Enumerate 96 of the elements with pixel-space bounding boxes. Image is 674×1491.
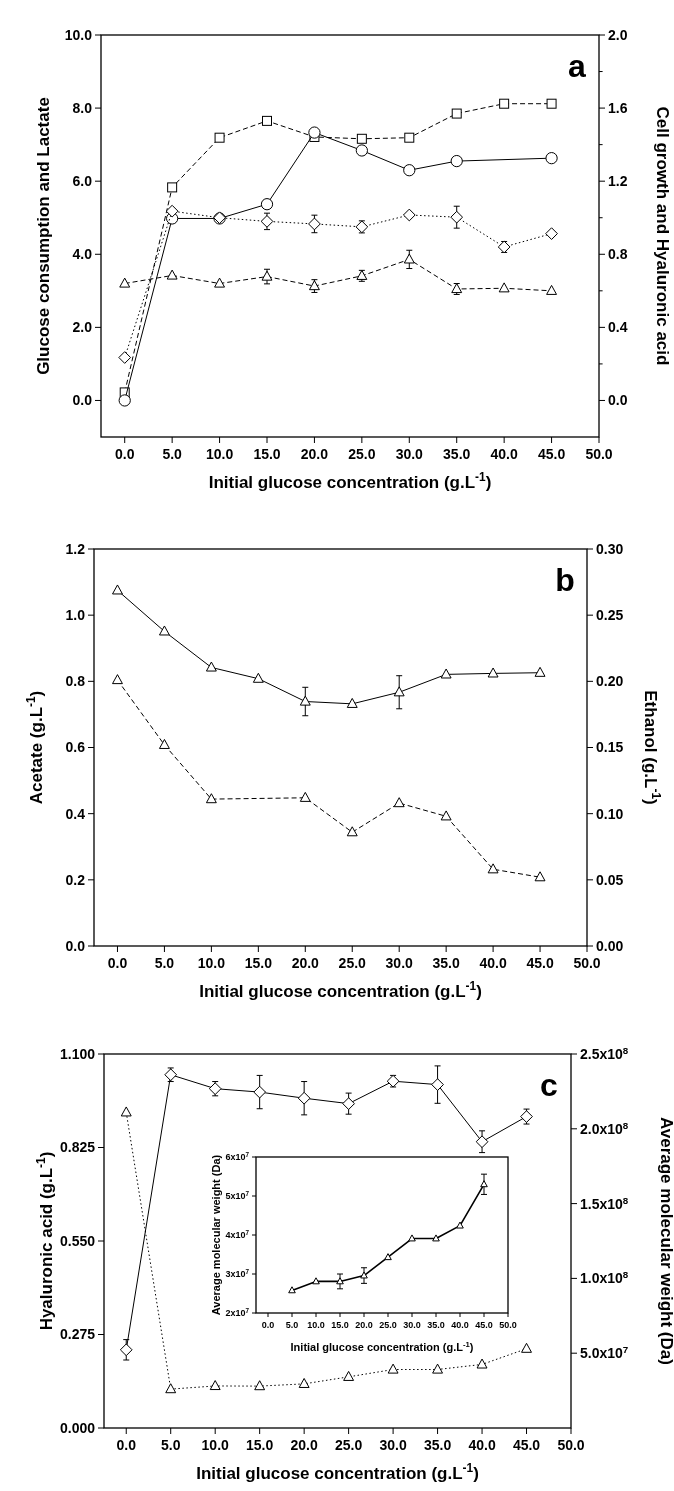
y-tick-label: 4.0 bbox=[72, 246, 93, 263]
x-tick-label: 5.0 bbox=[154, 955, 175, 971]
y-tick-label: 6x10$^{7}$ bbox=[225, 1150, 250, 1163]
x-axis-title: Initial glucose concentration (g.L$^{-1}$) bbox=[208, 470, 492, 492]
annotation: c bbox=[540, 1067, 558, 1103]
x-tick-label: 35.0 bbox=[443, 446, 471, 462]
y2-axis-title: Average molecular weight (Da) bbox=[657, 1117, 674, 1365]
y-tick-label: 0.6 bbox=[65, 739, 86, 756]
x-tick-label: 35.0 bbox=[427, 1320, 445, 1330]
y-tick-label: 10.0 bbox=[64, 26, 93, 43]
x-tick-label: 20.0 bbox=[300, 446, 329, 462]
annotation: a bbox=[568, 48, 587, 84]
x-axis-title: Initial glucose concentration (g.L$^{-1}$) bbox=[199, 979, 482, 1001]
y-tick-label: 2x10$^{7}$ bbox=[225, 1306, 250, 1319]
y2-tick-label: 0.15 bbox=[596, 739, 624, 756]
x-tick-label: 15.0 bbox=[331, 1320, 349, 1330]
y-tick-label: 0.4 bbox=[65, 805, 86, 822]
x-tick-label: 20.0 bbox=[355, 1320, 373, 1330]
y2-tick-label: 1.0x10$^{8}$ bbox=[580, 1268, 629, 1287]
y2-tick-label: 1.2 bbox=[608, 173, 628, 190]
x-tick-label: 5.0 bbox=[285, 1320, 299, 1330]
x-tick-label: 0.0 bbox=[261, 1320, 275, 1330]
y-tick-label: 1.2 bbox=[65, 540, 86, 557]
x-tick-label: 20.0 bbox=[291, 955, 320, 971]
y-tick-label: 0.550 bbox=[59, 1232, 96, 1249]
y-axis-title: Average molecular weight (Da) bbox=[210, 1154, 222, 1316]
x-tick-label: 10.0 bbox=[197, 955, 226, 971]
y2-tick-label: 0.10 bbox=[596, 805, 624, 822]
y-tick-label: 0.2 bbox=[65, 871, 86, 888]
y2-tick-label: 0.00 bbox=[596, 937, 624, 954]
x-tick-label: 40.0 bbox=[490, 446, 518, 462]
y2-tick-label: 2.5x10$^{8}$ bbox=[580, 1044, 629, 1062]
y-tick-label: 0.000 bbox=[59, 1419, 96, 1436]
x-tick-label: 30.0 bbox=[385, 955, 414, 971]
x-tick-label: 10.0 bbox=[205, 446, 234, 462]
x-axis-title: Initial glucose concentration (g.L$^{-1}$) bbox=[196, 1461, 479, 1483]
x-tick-label: 45.0 bbox=[526, 955, 554, 971]
y-tick-label: 0.0 bbox=[65, 937, 86, 954]
y2-tick-label: 0.30 bbox=[596, 540, 624, 557]
y-tick-label: 6.0 bbox=[72, 173, 93, 190]
x-tick-label: 45.0 bbox=[537, 446, 566, 462]
x-tick-label: 5.0 bbox=[160, 1437, 181, 1453]
y2-tick-label: 0.8 bbox=[608, 246, 628, 263]
x-tick-label: 40.0 bbox=[479, 955, 507, 971]
annotation: b bbox=[555, 562, 575, 598]
x-tick-label: 15.0 bbox=[253, 446, 281, 462]
x-tick-label: 50.0 bbox=[557, 1437, 585, 1453]
y2-tick-label: 0.05 bbox=[596, 871, 624, 888]
x-tick-label: 10.0 bbox=[307, 1320, 325, 1330]
y2-tick-label: 5.0x10$^{7}$ bbox=[580, 1343, 629, 1362]
x-tick-label: 25.0 bbox=[334, 1437, 363, 1453]
x-tick-label: 30.0 bbox=[379, 1437, 407, 1453]
y-tick-label: 0.8 bbox=[65, 673, 86, 690]
x-tick-label: 40.0 bbox=[468, 1437, 496, 1453]
y2-tick-label: 0.20 bbox=[596, 673, 624, 690]
y-tick-label: 2.0 bbox=[72, 319, 93, 336]
y2-tick-label: 1.6 bbox=[608, 99, 628, 116]
x-tick-label: 50.0 bbox=[499, 1320, 517, 1330]
x-tick-label: 45.0 bbox=[512, 1437, 541, 1453]
x-tick-label: 25.0 bbox=[379, 1320, 397, 1330]
x-tick-label: 40.0 bbox=[451, 1320, 469, 1330]
y-tick-label: 1.0 bbox=[65, 607, 86, 624]
x-tick-label: 45.0 bbox=[475, 1320, 493, 1330]
y-tick-label: 3x10$^{7}$ bbox=[225, 1267, 250, 1280]
x-tick-label: 50.0 bbox=[585, 446, 613, 462]
y-axis-title: Glucose consumption and Lactate bbox=[34, 97, 53, 375]
y-tick-label: 4x10$^{7}$ bbox=[225, 1228, 250, 1241]
x-tick-label: 20.0 bbox=[290, 1437, 318, 1453]
y-tick-label: 1.100 bbox=[59, 1045, 96, 1062]
x-tick-label: 15.0 bbox=[244, 955, 273, 971]
x-tick-label: 10.0 bbox=[201, 1437, 230, 1453]
x-tick-label: 25.0 bbox=[338, 955, 367, 971]
y2-tick-label: 0.4 bbox=[608, 319, 628, 336]
y2-tick-label: 1.5x10$^{8}$ bbox=[580, 1194, 629, 1212]
x-tick-label: 35.0 bbox=[423, 1437, 452, 1453]
y-tick-label: 5x10$^{7}$ bbox=[225, 1189, 250, 1202]
y2-tick-label: 0.0 bbox=[608, 392, 628, 409]
x-tick-label: 35.0 bbox=[432, 955, 460, 971]
x-tick-label: 15.0 bbox=[246, 1437, 274, 1453]
x-axis-title: Initial glucose concentration (g.L$^{-1}$) bbox=[290, 1339, 474, 1353]
x-tick-label: 5.0 bbox=[162, 446, 183, 462]
y-tick-label: 0.0 bbox=[72, 392, 93, 409]
y2-tick-label: 2.0x10$^{8}$ bbox=[580, 1119, 629, 1137]
y-tick-label: 8.0 bbox=[72, 99, 93, 116]
x-tick-label: 0.0 bbox=[107, 955, 128, 971]
y2-tick-label: 0.25 bbox=[596, 607, 624, 624]
x-tick-label: 0.0 bbox=[114, 446, 135, 462]
x-tick-label: 30.0 bbox=[403, 1320, 421, 1330]
y-tick-label: 0.275 bbox=[59, 1326, 96, 1343]
y2-tick-label: 2.0 bbox=[608, 26, 628, 43]
x-tick-label: 0.0 bbox=[116, 1437, 137, 1453]
x-tick-label: 30.0 bbox=[395, 446, 424, 462]
x-tick-label: 50.0 bbox=[573, 955, 601, 971]
x-tick-label: 25.0 bbox=[348, 446, 376, 462]
y-tick-label: 0.825 bbox=[59, 1139, 96, 1156]
y2-axis-title: Cell growth and Hyaluronic acid bbox=[653, 106, 672, 366]
